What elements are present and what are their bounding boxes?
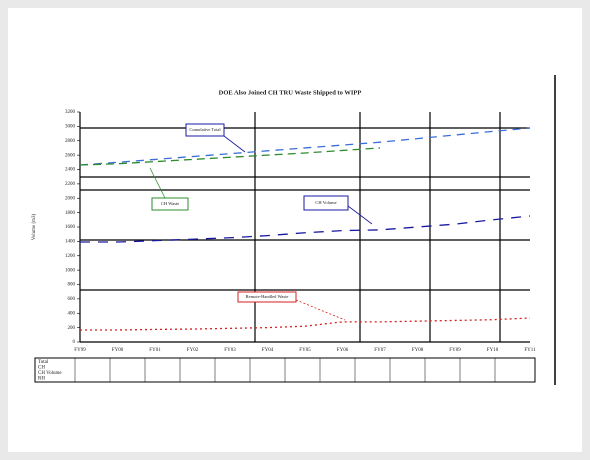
y-tick-label: 2000 [65, 196, 76, 201]
y-tick-label: 1400 [65, 240, 76, 245]
y-tick-label: 2600 [65, 153, 76, 158]
legend-label: CH Volume [38, 371, 62, 376]
annotations: Cumulative Total CH Waste CH Volume Remo… [149, 123, 373, 321]
page-sheet [8, 8, 582, 452]
y-axis-label: Volume (m3) [32, 213, 37, 240]
y-tick-label: 200 [68, 326, 76, 331]
y-tick-label: 1000 [65, 268, 76, 273]
y-tick-label: 600 [68, 297, 76, 302]
annotation: Remote-Handled Waste [246, 294, 289, 299]
legend-label: RH [38, 377, 45, 382]
y-tick-label: 0 [73, 340, 76, 345]
x-tick-label: FY01 [149, 348, 161, 353]
series-line [79, 127, 531, 166]
annotation: CH Waste [161, 201, 179, 206]
x-tick-label: FY07 [374, 348, 386, 353]
x-tick-label: FY10 [487, 348, 499, 353]
y-tick-label: 3000 [65, 125, 76, 130]
series-line [80, 317, 531, 331]
y-tick-label: 1600 [65, 225, 76, 230]
y-tick-label: 400 [68, 311, 76, 316]
annotation: Cumulative Total [189, 127, 221, 132]
annotation: CH Volume [315, 200, 336, 205]
series-line [79, 147, 381, 166]
x-tick-label: FY02 [187, 348, 199, 353]
y-tick-label: 2800 [65, 139, 76, 144]
x-tick-label: FY03 [224, 348, 236, 353]
series-line [80, 215, 531, 243]
x-tick-label: FY11 [524, 348, 536, 353]
y-tick-label: 2200 [65, 182, 76, 187]
x-tick-label: FY00 [112, 348, 124, 353]
chart-title: DOE Also Joined CH TRU Waste Shipped to … [219, 89, 362, 96]
y-tick-label: 3200 [65, 110, 76, 115]
x-tick-label: FY05 [299, 348, 311, 353]
x-tick-label: FY04 [262, 348, 274, 353]
y-tick-label: 1200 [65, 254, 76, 259]
y-tick-label: 1800 [65, 211, 76, 216]
x-tick-label: FY08 [412, 348, 424, 353]
y-tick-label: 800 [68, 283, 76, 288]
x-tick-label: FY09 [449, 348, 461, 353]
x-tick-label: FY99 [74, 348, 86, 353]
frame-lines [79, 112, 530, 343]
legend-label: Total [38, 360, 49, 365]
legend-label: CH [38, 366, 45, 371]
y-tick-label: 2400 [65, 168, 76, 173]
x-tick-label: FY06 [337, 348, 349, 353]
